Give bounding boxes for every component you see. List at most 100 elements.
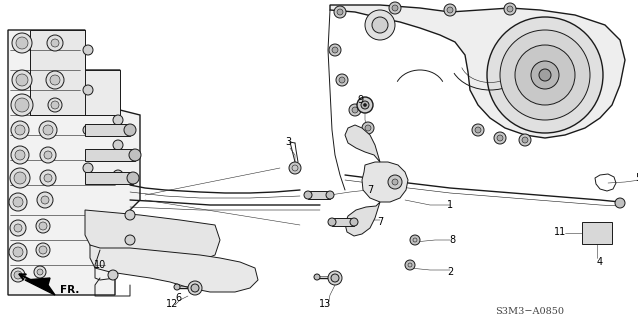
Circle shape (39, 121, 57, 139)
Polygon shape (362, 162, 408, 202)
Circle shape (314, 274, 320, 280)
Circle shape (332, 47, 338, 53)
Circle shape (9, 243, 27, 261)
Circle shape (40, 147, 56, 163)
Circle shape (10, 168, 30, 188)
Circle shape (519, 134, 531, 146)
Circle shape (475, 127, 481, 133)
Circle shape (47, 35, 63, 51)
Circle shape (392, 179, 398, 185)
Bar (332, 218, 354, 226)
Circle shape (16, 37, 28, 49)
Circle shape (125, 210, 135, 220)
Bar (582, 222, 612, 244)
Circle shape (12, 70, 32, 90)
Text: 2: 2 (447, 267, 453, 277)
Polygon shape (345, 125, 380, 162)
Circle shape (36, 219, 50, 233)
Circle shape (127, 172, 139, 184)
Circle shape (515, 45, 575, 105)
Circle shape (392, 5, 398, 11)
Circle shape (13, 197, 23, 207)
Circle shape (14, 224, 22, 232)
Circle shape (124, 124, 136, 136)
Circle shape (83, 163, 93, 173)
Circle shape (108, 270, 118, 280)
Circle shape (51, 101, 59, 109)
Polygon shape (85, 210, 220, 270)
Text: 8: 8 (449, 235, 455, 245)
Circle shape (14, 271, 22, 279)
Circle shape (44, 151, 52, 159)
Circle shape (405, 260, 415, 270)
Circle shape (615, 198, 625, 208)
Circle shape (40, 170, 56, 186)
Circle shape (34, 266, 46, 278)
Circle shape (46, 71, 64, 89)
Text: 9: 9 (357, 95, 363, 105)
Text: 7: 7 (377, 217, 383, 227)
Circle shape (444, 4, 456, 16)
Circle shape (41, 196, 49, 204)
Circle shape (362, 122, 374, 134)
Circle shape (326, 191, 334, 199)
Text: 10: 10 (94, 260, 106, 270)
Circle shape (365, 125, 371, 131)
Circle shape (15, 125, 25, 135)
Circle shape (11, 146, 29, 164)
Circle shape (522, 137, 528, 143)
Polygon shape (25, 278, 55, 295)
Circle shape (11, 121, 29, 139)
Circle shape (188, 281, 202, 295)
Circle shape (39, 222, 47, 230)
Circle shape (410, 235, 420, 245)
Circle shape (174, 284, 180, 290)
Circle shape (39, 246, 47, 254)
Text: 7: 7 (367, 185, 373, 195)
Circle shape (389, 2, 401, 14)
Circle shape (43, 125, 53, 135)
Circle shape (350, 218, 358, 226)
Circle shape (289, 162, 301, 174)
Circle shape (113, 140, 123, 150)
Circle shape (365, 10, 395, 40)
Polygon shape (30, 30, 120, 115)
Circle shape (113, 115, 123, 125)
Bar (85, 149, 135, 161)
Circle shape (125, 235, 135, 245)
Circle shape (372, 17, 388, 33)
Polygon shape (90, 245, 258, 292)
Circle shape (13, 247, 23, 257)
Text: 11: 11 (554, 227, 566, 237)
Circle shape (50, 75, 60, 85)
Circle shape (15, 98, 29, 112)
Circle shape (11, 268, 25, 282)
Circle shape (361, 101, 369, 109)
Circle shape (304, 191, 312, 199)
Circle shape (51, 39, 59, 47)
Circle shape (349, 104, 361, 116)
Circle shape (83, 85, 93, 95)
Circle shape (11, 94, 33, 116)
Circle shape (328, 218, 336, 226)
Circle shape (447, 7, 453, 13)
Circle shape (494, 132, 506, 144)
Bar (308, 191, 330, 199)
Circle shape (14, 172, 26, 184)
Circle shape (328, 271, 342, 285)
Circle shape (44, 174, 52, 182)
Circle shape (500, 30, 590, 120)
Circle shape (531, 61, 559, 89)
Circle shape (12, 33, 32, 53)
Circle shape (83, 125, 93, 135)
Bar (85, 124, 130, 136)
Text: 4: 4 (597, 257, 603, 267)
Circle shape (352, 107, 358, 113)
Text: 13: 13 (319, 299, 331, 309)
Polygon shape (8, 30, 140, 295)
Polygon shape (330, 5, 625, 138)
Circle shape (129, 149, 141, 161)
Circle shape (15, 150, 25, 160)
Circle shape (331, 274, 339, 282)
Circle shape (364, 103, 366, 107)
